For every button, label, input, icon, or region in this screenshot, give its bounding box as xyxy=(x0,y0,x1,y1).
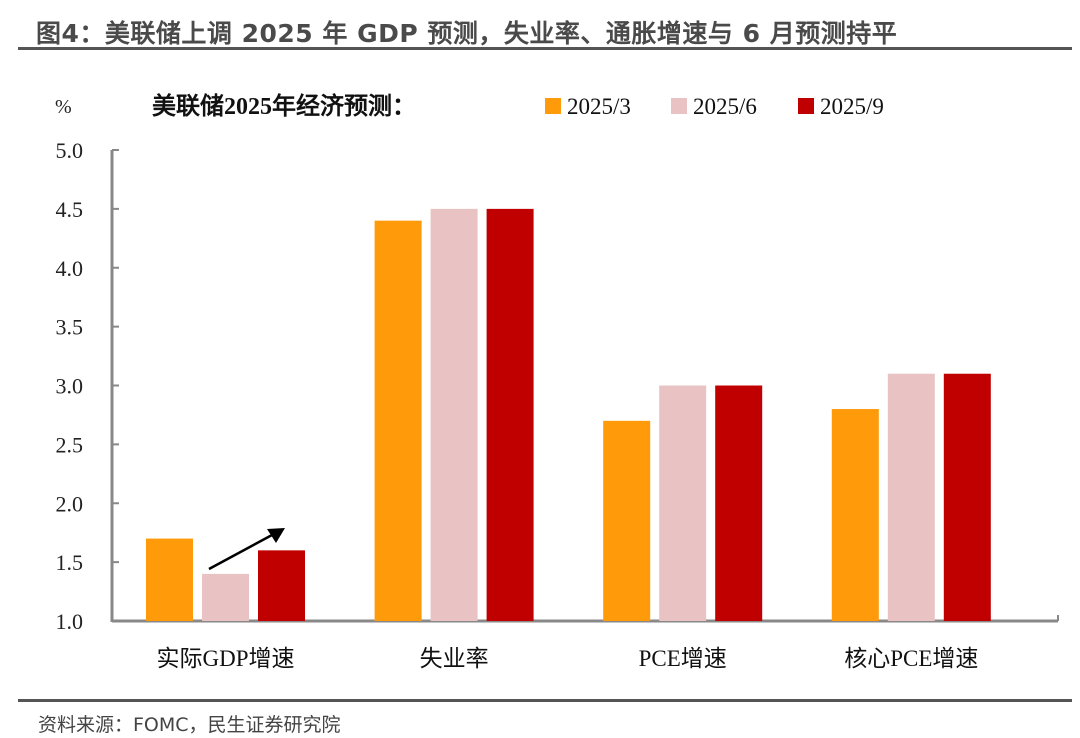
legend-label: 2025/6 xyxy=(693,94,757,119)
legend-swatch-2025/9 xyxy=(798,98,814,114)
y-tick-label: 2.5 xyxy=(56,432,84,457)
legend-swatch-2025/6 xyxy=(671,98,687,114)
y-tick-label: 2.0 xyxy=(56,491,84,516)
y-tick-label: 3.0 xyxy=(56,374,84,399)
bar-2025/9-实际GDP增速 xyxy=(258,550,305,621)
trend-arrow-line xyxy=(208,533,273,571)
category-label: 失业率 xyxy=(420,646,489,671)
bar-2025/6-核心PCE增速 xyxy=(887,373,935,621)
bar-2025/9-核心PCE增速 xyxy=(943,373,991,621)
bar-2025/3-核心PCE增速 xyxy=(831,409,879,621)
category-label: 核心PCE增速 xyxy=(844,646,978,671)
legend-swatch-2025/3 xyxy=(545,98,561,114)
category-label: 实际GDP增速 xyxy=(156,646,294,671)
y-tick-label: 1.5 xyxy=(56,550,84,575)
chart-title: 美联储2025年经济预测： xyxy=(152,92,416,120)
bar-2025/3-失业率 xyxy=(374,220,422,621)
y-tick-label: 5.0 xyxy=(56,138,84,163)
category-label: PCE增速 xyxy=(639,646,727,671)
footer-divider xyxy=(18,699,1072,702)
bar-2025/6-实际GDP增速 xyxy=(202,573,249,621)
bar-2025/9-PCE增速 xyxy=(715,385,763,621)
bar-2025/9-失业率 xyxy=(486,208,534,621)
y-tick-label: 4.5 xyxy=(56,197,84,222)
bar-2025/6-PCE增速 xyxy=(659,385,707,621)
y-tick-label: 3.5 xyxy=(56,315,84,340)
title-divider xyxy=(18,47,1072,50)
bar-chart: 1.0 1.5 2.0 2.5 3.0 3.5 4.0 4.5 5.0% 美联储2025年经济预测… xyxy=(55,92,1059,671)
y-tick-label: 1.0 xyxy=(56,609,84,634)
bar-2025/3-实际GDP增速 xyxy=(146,538,193,621)
y-axis-unit: % xyxy=(55,96,72,118)
y-tick-label: 4.0 xyxy=(56,256,84,281)
figure-title: 图4：美联储上调 2025 年 GDP 预测，失业率、通胀增速与 6 月预测持平 xyxy=(36,19,898,48)
source-note: 资料来源：FOMC，民生证券研究院 xyxy=(38,714,341,736)
bar-2025/3-PCE增速 xyxy=(603,420,651,621)
legend-label: 2025/3 xyxy=(567,94,631,119)
bar-2025/6-失业率 xyxy=(430,208,478,621)
trend-arrowhead-icon xyxy=(267,528,285,543)
legend-label: 2025/9 xyxy=(820,94,884,119)
